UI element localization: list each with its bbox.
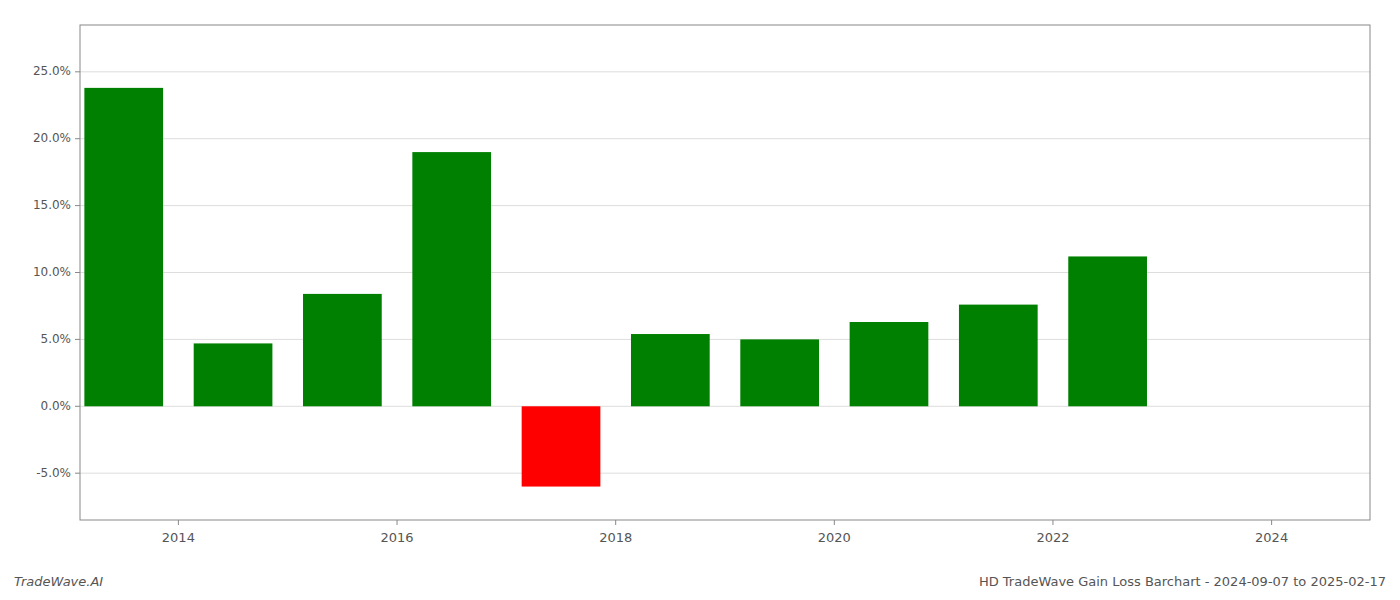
y-tick <box>75 138 80 139</box>
x-tick-label: 2022 <box>1036 530 1069 545</box>
grid-line <box>80 473 1370 474</box>
y-tick <box>75 406 80 407</box>
bar <box>522 406 601 486</box>
x-tick-label: 2024 <box>1255 530 1288 545</box>
grid-line <box>80 272 1370 273</box>
y-tick-label: 10.0% <box>33 265 71 279</box>
y-tick-label: 5.0% <box>41 332 72 346</box>
x-tick-label: 2018 <box>599 530 632 545</box>
x-axis: 2014 2016 2018 2020 2022 2024 <box>162 520 1288 545</box>
bar <box>850 322 929 406</box>
title: HD TradeWave Gain Loss Barchart - 2024-0… <box>979 574 1386 589</box>
y-tick <box>75 205 80 206</box>
bar <box>1068 256 1147 406</box>
bar <box>84 88 163 406</box>
x-tick-label: 2016 <box>380 530 413 545</box>
y-tick <box>75 473 80 474</box>
grid-line <box>80 138 1370 139</box>
bar <box>740 339 819 406</box>
chart: -5.0%0.0%5.0%10.0%15.0%20.0%25.0%2014201… <box>0 0 1400 600</box>
y-tick-label: 0.0% <box>41 399 72 413</box>
y-grid <box>80 72 1370 473</box>
grid-line <box>80 339 1370 340</box>
x-tick-label: 2014 <box>162 530 195 545</box>
x-tick <box>834 520 835 525</box>
y-axis: -5.0% 0.0% 5.0% 10.0% 15.0% 20.0% 25.0% <box>33 64 80 479</box>
y-tick-label: -5.0% <box>36 466 71 480</box>
plot-frame <box>80 25 1370 520</box>
x-tick <box>1271 520 1272 525</box>
bar <box>194 343 273 406</box>
bar <box>412 152 491 406</box>
y-tick-label: 25.0% <box>33 64 71 78</box>
bar <box>1178 406 1257 407</box>
grid-line <box>80 406 1370 407</box>
watermark: TradeWave.AI <box>14 574 103 589</box>
background <box>0 0 1400 600</box>
x-tick <box>1052 520 1053 525</box>
y-tick <box>75 71 80 72</box>
bar <box>303 294 382 406</box>
x-tick-label: 2020 <box>818 530 851 545</box>
bar <box>959 305 1038 407</box>
x-tick <box>178 520 179 525</box>
y-tick <box>75 339 80 340</box>
y-tick-label: 15.0% <box>33 198 71 212</box>
y-tick-label: 20.0% <box>33 131 71 145</box>
grid-line <box>80 205 1370 206</box>
x-tick <box>397 520 398 525</box>
x-tick <box>615 520 616 525</box>
y-tick <box>75 272 80 273</box>
bar <box>631 334 710 406</box>
grid-line <box>80 71 1370 72</box>
bars <box>84 88 1147 487</box>
